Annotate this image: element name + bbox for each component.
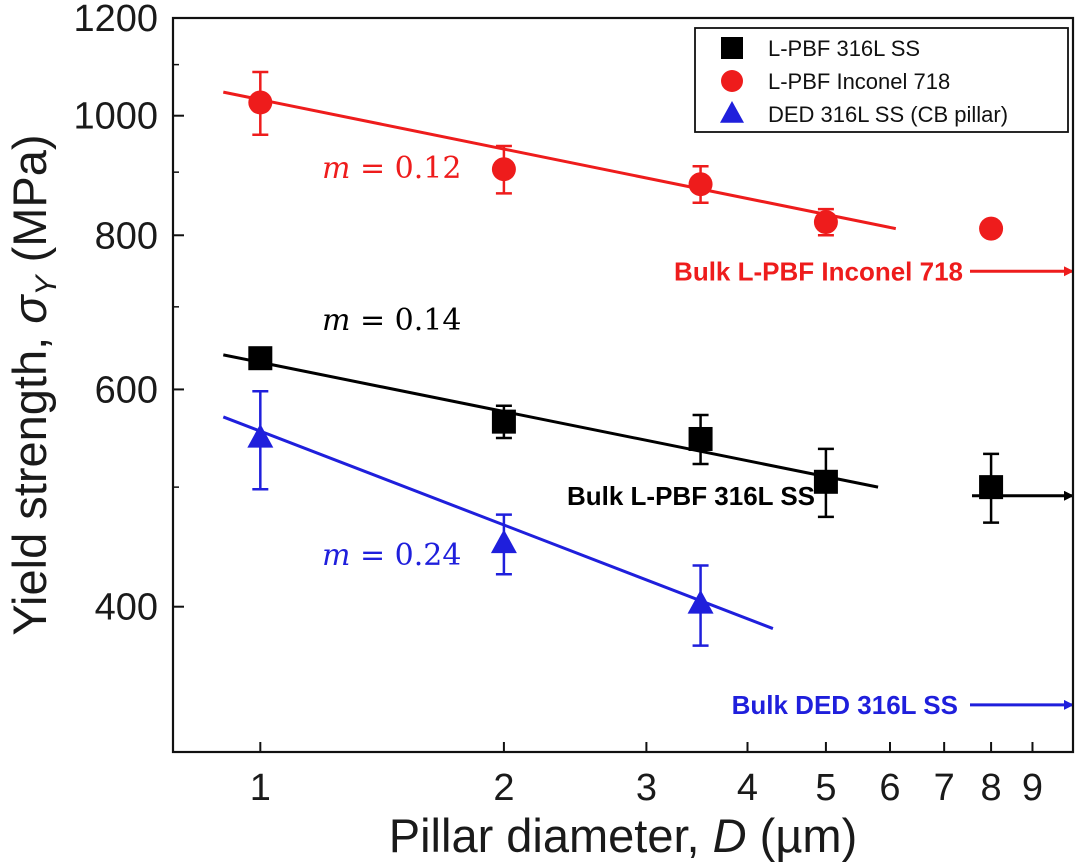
- legend-entry: DED 316L SS (CB pillar): [768, 102, 1008, 127]
- bulk-label: Bulk L-PBF 316L SS: [567, 481, 815, 511]
- slope-label: m = 0.12: [322, 151, 461, 186]
- x-tick-label: 5: [815, 767, 836, 809]
- x-tick-label: 9: [1022, 767, 1043, 809]
- x-tick-label: 2: [493, 767, 514, 809]
- data-point: [490, 529, 517, 554]
- x-tick-label: 7: [934, 767, 955, 809]
- legend-entry: L-PBF Inconel 718: [768, 69, 950, 94]
- bulk-label: Bulk DED 316L SS: [732, 690, 958, 720]
- legend: L-PBF 316L SS L-PBF Inconel 718 DED 316L S…: [694, 27, 1069, 133]
- legend-marker: [721, 70, 743, 92]
- data-point: [688, 426, 713, 451]
- data-point: [979, 216, 1004, 241]
- y-tick-label: 400: [95, 587, 158, 629]
- bulk-label: Bulk L-PBF Inconel 718: [674, 256, 963, 286]
- legend-marker: [721, 37, 743, 59]
- x-tick-label: 3: [636, 767, 657, 809]
- axis-ticks: 1 2 3 4 5 6 7 8 9 400 600 800 1000 1200: [73, 0, 1043, 809]
- y-tick-label: 1200: [73, 0, 158, 40]
- data-point: [979, 475, 1004, 500]
- fit-line-layer: [222, 90, 897, 630]
- slope-label: m = 0.24: [322, 538, 461, 573]
- watermark-text: 江苏激光产业创新联盟: [878, 835, 1068, 857]
- y-tick-label: 600: [95, 369, 158, 411]
- fit-line: [222, 90, 897, 231]
- data-point: [247, 423, 274, 448]
- x-tick-label: 6: [879, 767, 900, 809]
- marker-layer: [247, 90, 1004, 614]
- x-tick-label: 4: [737, 767, 758, 809]
- data-point: [688, 172, 713, 197]
- slope-label: m = 0.14: [322, 303, 461, 338]
- legend-entry: L-PBF 316L SS: [768, 36, 920, 61]
- data-point: [248, 346, 273, 371]
- chart-labels: Bulk L-PBF 316L SS m = 0.14 Bulk L-PBF Inc…: [3, 134, 1068, 862]
- x-tick-label: 1: [250, 767, 271, 809]
- data-point: [248, 90, 273, 115]
- y-tick-label: 800: [95, 215, 158, 257]
- data-point: [687, 589, 714, 614]
- data-point: [813, 210, 838, 235]
- legend-box: [694, 27, 1069, 133]
- legend-marker: [720, 101, 744, 123]
- fit-line: [222, 353, 879, 489]
- data-point: [491, 409, 516, 434]
- x-tick-label: 8: [981, 767, 1002, 809]
- fit-line: [222, 415, 774, 630]
- plot-frame: [171, 16, 1075, 754]
- data-point: [813, 469, 838, 494]
- y-axis-title: Yield strength, σY (MPa): [3, 134, 63, 635]
- plot-border: [171, 16, 1075, 754]
- x-axis-title: Pillar diameter, D (µm): [389, 809, 857, 862]
- y-tick-label: 1000: [73, 96, 158, 138]
- data-point: [491, 157, 516, 182]
